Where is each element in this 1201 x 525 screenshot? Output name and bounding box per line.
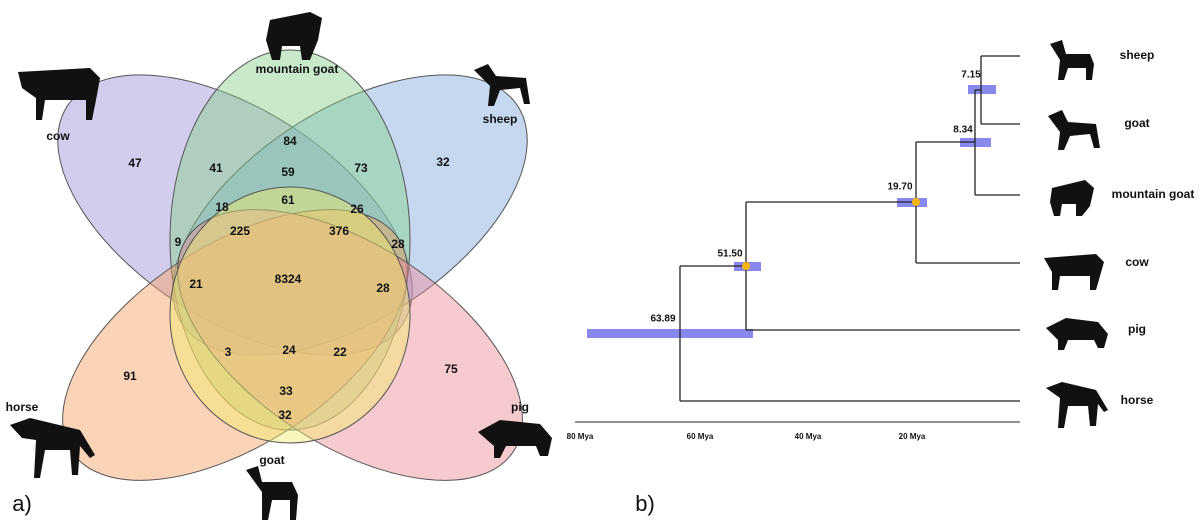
region-count: 22 (333, 345, 347, 359)
tip-label: horse (1121, 393, 1154, 407)
figure: a) cow mountain goat sheep horse pig goat 47 84 3… (0, 0, 1201, 525)
branches (680, 56, 1020, 401)
region-count: 9 (175, 235, 182, 249)
region-count: 61 (281, 193, 295, 207)
tip-label: pig (1128, 322, 1146, 336)
region-count: 18 (215, 200, 229, 214)
tip-label: cow (1125, 255, 1149, 269)
axis-label: 20 Mya (899, 432, 926, 441)
axis-label: 40 Mya (795, 432, 822, 441)
region-count: 75 (444, 362, 458, 376)
tip-label: sheep (1120, 48, 1155, 62)
venn-diagram: a) cow mountain goat sheep horse pig goat 47 84 3… (6, 12, 575, 525)
set-goat (170, 187, 410, 443)
region-count: 8324 (275, 272, 302, 286)
pig-icon (1046, 318, 1108, 350)
node-age: 7.15 (961, 70, 981, 81)
region-count: 24 (282, 343, 296, 357)
phylogenetic-tree: b) sheep goat mountain goat cow pig horse 7.15 8… (567, 40, 1195, 516)
node-age: 51.50 (717, 249, 742, 260)
species-label: pig (511, 400, 529, 414)
cow-icon (18, 68, 100, 120)
species-label: sheep (483, 112, 518, 126)
horse-icon (1046, 382, 1108, 428)
node-age: 19.70 (887, 182, 912, 193)
region-count: 28 (376, 281, 390, 295)
tip-label: goat (1124, 116, 1149, 130)
sheep-icon (1048, 110, 1100, 150)
species-label: horse (6, 400, 39, 414)
calibration-point (912, 198, 920, 206)
goat-icon (1050, 40, 1094, 80)
region-count: 28 (391, 237, 405, 251)
region-count: 73 (354, 161, 368, 175)
panel-label: a) (12, 491, 32, 516)
node-age: 8.34 (953, 125, 973, 136)
cow-icon (1044, 254, 1104, 290)
region-count: 32 (278, 408, 292, 422)
axis-label: 80 Mya (567, 432, 594, 441)
region-count: 41 (209, 161, 223, 175)
region-count: 21 (189, 277, 203, 291)
tip-label: mountain goat (1112, 187, 1195, 201)
region-count: 376 (329, 224, 349, 238)
calibration-point (742, 262, 750, 270)
age-bar (968, 85, 996, 94)
region-count: 225 (230, 224, 250, 238)
node-age: 63.89 (650, 314, 675, 325)
tree-labels: b) sheep goat mountain goat cow pig horse 7.15 8… (567, 48, 1195, 516)
region-count: 3 (225, 345, 232, 359)
region-count: 84 (283, 134, 297, 148)
region-count: 91 (123, 369, 137, 383)
region-count: 32 (436, 155, 450, 169)
species-label: goat (259, 453, 284, 467)
goat-icon (246, 466, 298, 520)
axis-label: 60 Mya (687, 432, 714, 441)
region-count: 59 (281, 165, 295, 179)
species-label: cow (46, 129, 70, 143)
panel-label: b) (635, 491, 655, 516)
region-count: 33 (279, 384, 293, 398)
region-count: 26 (350, 202, 364, 216)
mountain-goat-icon (1050, 180, 1094, 216)
age-bar (587, 329, 753, 338)
silhouettes (1044, 40, 1108, 428)
region-count: 47 (128, 156, 142, 170)
species-label: mountain goat (256, 62, 339, 76)
